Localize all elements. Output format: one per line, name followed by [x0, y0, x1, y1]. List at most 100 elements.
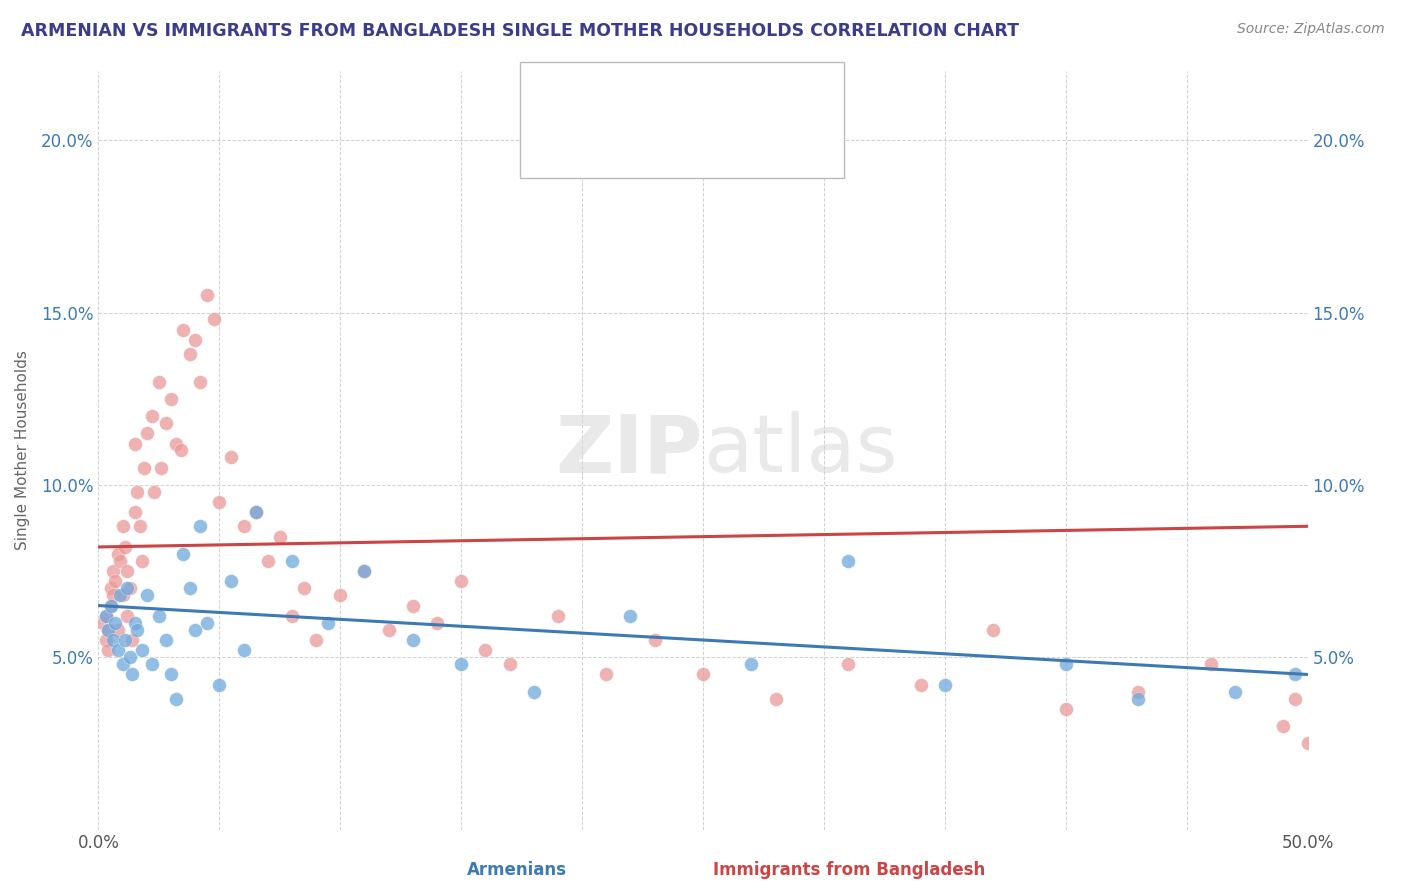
Point	[100, 599, 122, 613]
Point	[124, 615, 146, 630]
Point	[204, 312, 226, 326]
Bar	[533, 128, 592, 161]
Point	[281, 608, 304, 623]
Text: R = -0.264   N = 44: R = -0.264 N = 44	[610, 86, 803, 103]
Point	[155, 633, 177, 648]
Point	[131, 554, 153, 568]
Point	[131, 643, 153, 657]
Point	[269, 530, 291, 544]
Point	[111, 657, 134, 672]
Point	[316, 615, 339, 630]
Text: atlas: atlas	[703, 411, 897, 490]
Point	[121, 633, 143, 648]
Point	[100, 599, 122, 613]
Point	[160, 392, 183, 406]
Point	[165, 691, 187, 706]
Point	[127, 484, 149, 499]
Point	[353, 564, 375, 578]
Point	[160, 667, 183, 681]
Point	[111, 588, 134, 602]
Point	[1284, 691, 1306, 706]
Point	[910, 678, 932, 692]
Point	[172, 323, 194, 337]
Point	[107, 623, 129, 637]
Point	[377, 623, 399, 637]
Point	[101, 564, 124, 578]
Point	[179, 582, 201, 596]
Point	[118, 582, 141, 596]
Point	[97, 623, 120, 637]
Point	[765, 691, 787, 706]
Point	[124, 506, 146, 520]
Text: Source: ZipAtlas.com: Source: ZipAtlas.com	[1237, 22, 1385, 37]
Point	[118, 650, 141, 665]
Point	[245, 506, 267, 520]
Point	[148, 608, 170, 623]
Point	[91, 615, 114, 630]
Point	[124, 436, 146, 450]
Point	[232, 643, 254, 657]
Point	[114, 633, 136, 648]
Point	[619, 608, 641, 623]
Point	[1284, 667, 1306, 681]
Point	[117, 608, 139, 623]
Point	[143, 484, 166, 499]
Point	[981, 623, 1004, 637]
Point	[232, 519, 254, 533]
Point	[188, 519, 211, 533]
Point	[402, 633, 425, 648]
Point	[450, 657, 472, 672]
Point	[134, 460, 156, 475]
Point	[195, 288, 218, 302]
Point	[141, 409, 163, 423]
Point	[353, 564, 375, 578]
Point	[97, 643, 120, 657]
Point	[1199, 657, 1222, 672]
Point	[934, 678, 956, 692]
Point	[740, 657, 762, 672]
Point	[135, 426, 157, 441]
Point	[221, 450, 243, 465]
Point	[100, 582, 122, 596]
Point	[101, 633, 124, 648]
Point	[221, 574, 243, 589]
Point	[169, 443, 191, 458]
Text: R =  0.008   N = 72: R = 0.008 N = 72	[610, 136, 801, 153]
Point	[94, 608, 117, 623]
Point	[94, 633, 117, 648]
Point	[101, 588, 124, 602]
Point	[281, 554, 304, 568]
Text: ZIP: ZIP	[555, 411, 703, 490]
Point	[245, 506, 267, 520]
Point	[1296, 736, 1319, 750]
Point	[595, 667, 617, 681]
Point	[208, 678, 231, 692]
Point	[195, 615, 218, 630]
Point	[208, 495, 231, 509]
Point	[474, 643, 496, 657]
Point	[121, 667, 143, 681]
Point	[1128, 684, 1150, 698]
Point	[1054, 657, 1077, 672]
Point	[107, 547, 129, 561]
Point	[1128, 691, 1150, 706]
Point	[184, 623, 207, 637]
Point	[104, 615, 127, 630]
Point	[692, 667, 714, 681]
Point	[141, 657, 163, 672]
Point	[1223, 684, 1246, 698]
Point	[148, 375, 170, 389]
Point	[117, 582, 139, 596]
Point	[305, 633, 328, 648]
Point	[547, 608, 569, 623]
Point	[426, 615, 449, 630]
Point	[837, 657, 859, 672]
Point	[402, 599, 425, 613]
Point	[450, 574, 472, 589]
Point	[172, 547, 194, 561]
Text: Immigrants from Bangladesh: Immigrants from Bangladesh	[713, 861, 986, 879]
Point	[837, 554, 859, 568]
Point	[150, 460, 173, 475]
Point	[135, 588, 157, 602]
Point	[292, 582, 315, 596]
